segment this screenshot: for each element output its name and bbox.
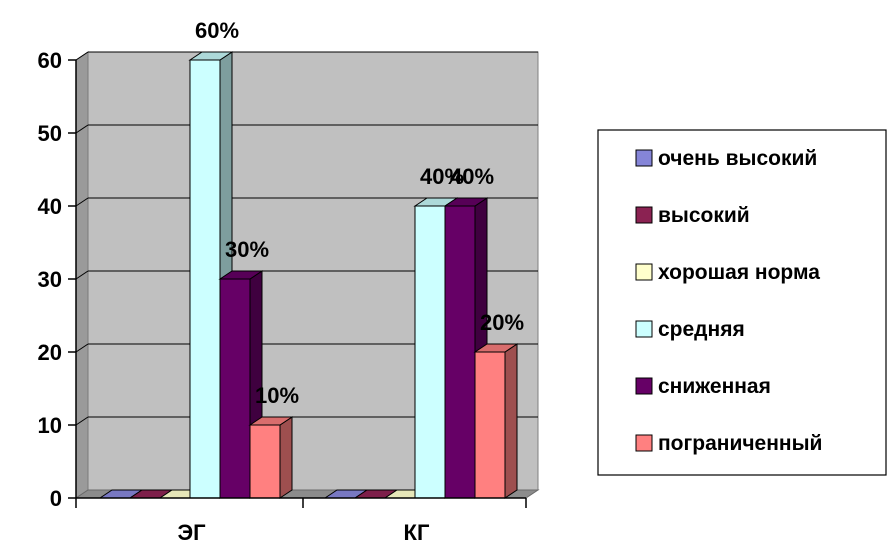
axes: 0 10 20 30 40 50 60 ЭГ КГ [38,48,527,545]
data-label: 40% [450,164,494,189]
gridline-side [75,51,89,61]
legend-box [597,129,887,476]
data-label: 30% [225,237,269,262]
gridline-side [75,124,89,134]
gridline-side [75,270,89,280]
legend-swatch [635,206,653,224]
legend-label: очень высокий [658,147,817,170]
data-labels: 60% 30% 10% 40%40% 20% [195,18,524,408]
legend-swatch [635,320,653,338]
legend-label: хорошая норма [658,261,820,284]
y-tick-label: 50 [38,121,62,146]
x-category-label: КГ [404,520,430,545]
bar-front [249,424,281,499]
bar-side [279,416,293,499]
data-label: 10% [255,383,299,408]
gridline-side [75,197,89,207]
bar-side [504,343,518,499]
data-label: 60% [195,18,239,43]
legend-label: высокий [658,204,750,227]
y-tick-label: 40 [38,194,62,219]
legend-label: средняя [658,318,745,341]
y-tick-label: 0 [50,486,62,511]
bars [98,51,519,499]
y-tick-label: 60 [38,48,62,73]
gridline-side [75,416,89,426]
x-category-label: ЭГ [177,520,206,545]
y-tick-label: 30 [38,267,62,292]
bar-front [474,351,506,499]
legend-swatch [635,434,653,452]
gridline-side [75,343,89,353]
bar-front [189,59,221,499]
legend-label: сниженная [658,375,771,398]
bar [248,416,294,499]
bar-front [444,205,476,499]
bar-front [414,205,446,499]
legend-swatch [635,149,653,167]
bar [473,343,519,499]
legend-label: пограниченный [658,432,822,455]
legend-swatch [635,263,653,281]
legend-swatch [635,377,653,395]
legend: очень высокий высокий хорошая норма средняя… [597,129,887,476]
bar-front [219,278,251,499]
y-tick-label: 20 [38,340,62,365]
y-tick-label: 10 [38,413,62,438]
data-label: 40% [420,164,464,189]
data-label: 20% [480,310,524,335]
